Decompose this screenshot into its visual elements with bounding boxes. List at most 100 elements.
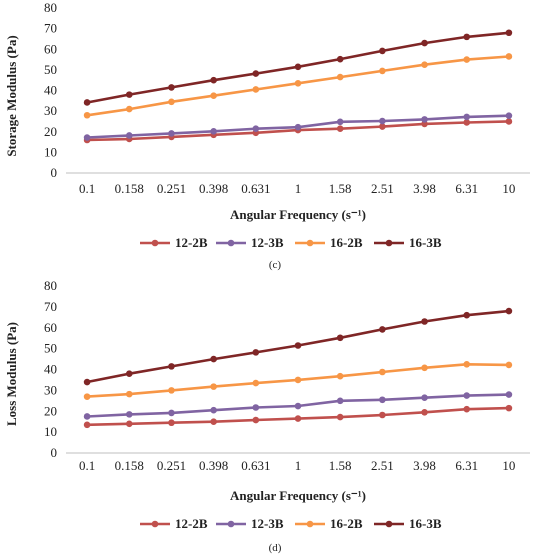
y-tick-label: 20 xyxy=(44,124,57,139)
data-point xyxy=(210,383,217,390)
x-tick-label: 0.631 xyxy=(241,458,270,473)
data-point xyxy=(336,413,344,421)
y-tick-label: 30 xyxy=(44,382,57,397)
data-point xyxy=(125,132,133,139)
data-point xyxy=(252,404,260,411)
y-tick-label: 10 xyxy=(44,144,57,159)
x-tick-label: 0.1 xyxy=(79,181,95,196)
legend-marker xyxy=(306,520,314,528)
legend-label: 12-2B xyxy=(175,516,208,531)
legend-marker xyxy=(227,520,235,528)
data-point xyxy=(379,326,386,333)
data-point xyxy=(421,408,428,416)
data-point xyxy=(421,394,428,401)
legend-label: 16-3B xyxy=(409,235,442,250)
data-point xyxy=(421,364,428,372)
data-point xyxy=(463,360,471,368)
y-tick-label: 60 xyxy=(44,320,57,335)
data-point xyxy=(379,411,386,419)
x-tick-label: 1 xyxy=(295,458,302,473)
x-tick-label: 1 xyxy=(295,181,302,196)
data-point xyxy=(210,418,217,425)
data-point xyxy=(252,86,260,93)
data-point xyxy=(505,391,513,398)
data-point xyxy=(252,416,260,424)
data-point xyxy=(463,311,471,319)
panel-caption: (c) xyxy=(269,259,282,271)
y-tick-label: 50 xyxy=(44,341,57,356)
data-point xyxy=(252,349,260,356)
y-tick-label: 40 xyxy=(44,83,57,98)
data-point xyxy=(463,405,471,413)
x-tick-label: 1.58 xyxy=(329,458,352,473)
data-point xyxy=(252,70,260,77)
data-point xyxy=(168,363,175,370)
data-point xyxy=(336,334,344,342)
data-point xyxy=(336,372,344,380)
x-tick-label: 0.251 xyxy=(157,181,186,196)
data-point xyxy=(421,120,428,128)
data-point xyxy=(294,79,302,87)
x-tick-label: 0.631 xyxy=(241,181,270,196)
legend-marker xyxy=(151,520,159,528)
data-point xyxy=(83,99,91,106)
data-point xyxy=(463,33,471,41)
data-point xyxy=(505,112,513,119)
data-point xyxy=(83,378,91,386)
y-tick-label: 0 xyxy=(51,445,58,460)
data-point xyxy=(294,415,302,422)
data-point xyxy=(210,92,217,99)
data-point xyxy=(125,91,133,98)
data-point xyxy=(294,123,302,131)
data-point xyxy=(125,411,133,418)
data-point xyxy=(168,98,175,106)
data-point xyxy=(336,397,344,405)
x-axis-title: Angular Frequency (s⁻¹) xyxy=(230,488,366,503)
legend-label: 12-2B xyxy=(175,235,208,250)
legend-label: 16-2B xyxy=(330,516,363,531)
data-point xyxy=(505,53,513,60)
y-tick-label: 30 xyxy=(44,103,57,118)
data-point xyxy=(505,361,513,369)
data-point xyxy=(379,67,386,75)
data-point xyxy=(252,125,260,132)
data-point xyxy=(505,118,513,125)
data-point xyxy=(252,379,260,387)
y-tick-label: 40 xyxy=(44,362,57,377)
data-point xyxy=(125,420,133,428)
x-tick-label: 3.98 xyxy=(413,458,436,473)
x-axis-title: Angular Frequency (s⁻¹) xyxy=(230,207,366,222)
y-tick-label: 0 xyxy=(51,165,58,180)
data-point xyxy=(379,368,386,376)
data-point xyxy=(336,118,344,126)
legend-label: 16-2B xyxy=(330,235,363,250)
legend-marker xyxy=(227,239,235,247)
x-tick-label: 3.98 xyxy=(413,181,436,196)
legend-label: 12-3B xyxy=(251,516,284,531)
y-tick-label: 10 xyxy=(44,424,57,439)
data-point xyxy=(421,61,428,69)
data-point xyxy=(83,393,91,400)
x-tick-label: 0.158 xyxy=(115,181,144,196)
data-point xyxy=(168,130,175,137)
panel-caption: (d) xyxy=(269,542,282,554)
data-point xyxy=(379,117,386,125)
y-axis-title: Loss Modulus (Pa) xyxy=(4,322,19,426)
x-tick-label: 0.1 xyxy=(79,458,95,473)
chart-panel-c: Storage Modulus (Pa) Angular Frequency (… xyxy=(4,0,530,271)
data-point xyxy=(505,307,513,315)
data-point xyxy=(125,390,133,398)
y-tick-label: 70 xyxy=(44,21,57,36)
y-axis-title: Storage Modulus (Pa) xyxy=(4,35,19,156)
data-point xyxy=(125,105,133,113)
data-point xyxy=(463,119,471,126)
data-point xyxy=(168,419,175,427)
data-point xyxy=(83,421,91,429)
legend-marker xyxy=(151,239,159,247)
y-tick-label: 80 xyxy=(44,0,57,15)
data-point xyxy=(336,73,344,81)
y-tick-label: 60 xyxy=(44,41,57,56)
data-point xyxy=(210,406,217,414)
data-point xyxy=(210,355,217,363)
